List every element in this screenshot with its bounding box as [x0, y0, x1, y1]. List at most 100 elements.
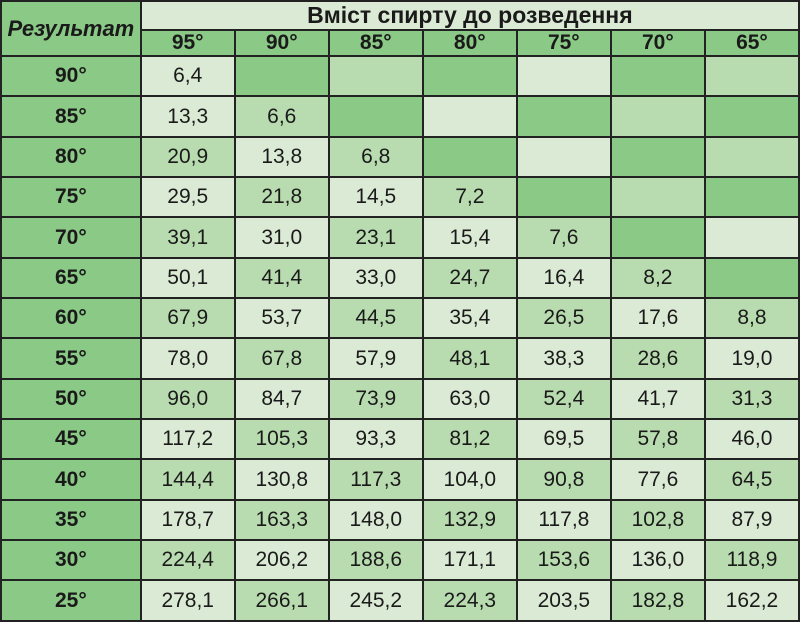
data-cell: 13,3	[141, 96, 235, 136]
data-cell: 33,0	[329, 258, 423, 298]
table-row: 75°29,521,814,57,2	[1, 177, 799, 217]
corner-header: Результат	[1, 1, 141, 56]
table-row: 25°278,1266,1245,2224,3203,5182,8162,2	[1, 580, 799, 621]
column-header: 90°	[235, 30, 329, 56]
data-cell: 148,0	[329, 500, 423, 540]
data-cell: 19,0	[705, 338, 799, 378]
data-cell	[611, 137, 705, 177]
column-header: 75°	[517, 30, 611, 56]
data-cell: 6,8	[329, 137, 423, 177]
data-cell	[235, 56, 329, 96]
row-header: 90°	[1, 56, 141, 96]
data-cell: 48,1	[423, 338, 517, 378]
top-header: Вміст спирту до розведення	[141, 1, 799, 30]
data-cell: 24,7	[423, 258, 517, 298]
data-cell	[705, 137, 799, 177]
data-cell: 6,4	[141, 56, 235, 96]
data-cell: 224,4	[141, 540, 235, 580]
data-cell: 50,1	[141, 258, 235, 298]
row-header: 40°	[1, 459, 141, 499]
data-cell	[423, 56, 517, 96]
table-row: 45°117,2105,393,381,269,557,846,0	[1, 419, 799, 459]
data-cell: 78,0	[141, 338, 235, 378]
data-cell: 8,2	[611, 258, 705, 298]
row-header: 25°	[1, 580, 141, 621]
row-header: 80°	[1, 137, 141, 177]
column-header: 95°	[141, 30, 235, 56]
column-header: 80°	[423, 30, 517, 56]
data-cell: 53,7	[235, 298, 329, 338]
data-cell: 104,0	[423, 459, 517, 499]
data-cell: 102,8	[611, 500, 705, 540]
data-cell: 17,6	[611, 298, 705, 338]
row-header: 45°	[1, 419, 141, 459]
data-cell: 38,3	[517, 338, 611, 378]
data-cell: 87,9	[705, 500, 799, 540]
row-header: 60°	[1, 298, 141, 338]
data-cell	[611, 96, 705, 136]
dilution-table: Результат Вміст спирту до розведення 95°…	[0, 0, 800, 622]
data-cell: 182,8	[611, 580, 705, 621]
data-cell: 41,4	[235, 258, 329, 298]
data-cell	[423, 96, 517, 136]
data-cell: 31,3	[705, 379, 799, 419]
data-cell: 84,7	[235, 379, 329, 419]
data-cell: 69,5	[517, 419, 611, 459]
data-cell: 39,1	[141, 217, 235, 257]
data-cell: 26,5	[517, 298, 611, 338]
data-cell: 16,4	[517, 258, 611, 298]
table-row: 35°178,7163,3148,0132,9117,8102,887,9	[1, 500, 799, 540]
column-header: 70°	[611, 30, 705, 56]
data-cell: 67,8	[235, 338, 329, 378]
data-cell: 224,3	[423, 580, 517, 621]
data-cell	[705, 177, 799, 217]
data-cell: 57,8	[611, 419, 705, 459]
data-cell: 144,4	[141, 459, 235, 499]
data-cell	[611, 217, 705, 257]
row-header: 55°	[1, 338, 141, 378]
data-cell: 14,5	[329, 177, 423, 217]
data-cell: 41,7	[611, 379, 705, 419]
data-cell	[705, 56, 799, 96]
data-cell: 266,1	[235, 580, 329, 621]
data-cell: 67,9	[141, 298, 235, 338]
data-cell: 178,7	[141, 500, 235, 540]
data-cell: 203,5	[517, 580, 611, 621]
data-cell: 130,8	[235, 459, 329, 499]
data-cell	[517, 96, 611, 136]
data-cell: 118,9	[705, 540, 799, 580]
data-cell: 28,6	[611, 338, 705, 378]
table-row: 85°13,36,6	[1, 96, 799, 136]
data-cell: 90,8	[517, 459, 611, 499]
row-header: 35°	[1, 500, 141, 540]
data-cell	[329, 96, 423, 136]
data-cell: 105,3	[235, 419, 329, 459]
row-header: 65°	[1, 258, 141, 298]
data-cell: 136,0	[611, 540, 705, 580]
data-cell: 52,4	[517, 379, 611, 419]
data-cell: 132,9	[423, 500, 517, 540]
data-cell	[705, 96, 799, 136]
table-row: 80°20,913,86,8	[1, 137, 799, 177]
data-cell	[705, 217, 799, 257]
data-cell: 162,2	[705, 580, 799, 621]
row-header: 85°	[1, 96, 141, 136]
data-cell: 6,6	[235, 96, 329, 136]
data-cell: 31,0	[235, 217, 329, 257]
dilution-table-container: Результат Вміст спирту до розведення 95°…	[0, 0, 800, 622]
data-cell	[517, 177, 611, 217]
data-cell: 117,8	[517, 500, 611, 540]
data-cell	[517, 137, 611, 177]
data-cell: 163,3	[235, 500, 329, 540]
data-cell: 15,4	[423, 217, 517, 257]
data-cell: 23,1	[329, 217, 423, 257]
data-cell	[705, 258, 799, 298]
data-cell: 81,2	[423, 419, 517, 459]
table-row: 30°224,4206,2188,6171,1153,6136,0118,9	[1, 540, 799, 580]
data-cell: 35,4	[423, 298, 517, 338]
data-cell: 153,6	[517, 540, 611, 580]
table-row: 40°144,4130,8117,3104,090,877,664,5	[1, 459, 799, 499]
data-cell: 7,6	[517, 217, 611, 257]
data-cell: 20,9	[141, 137, 235, 177]
data-cell: 117,2	[141, 419, 235, 459]
